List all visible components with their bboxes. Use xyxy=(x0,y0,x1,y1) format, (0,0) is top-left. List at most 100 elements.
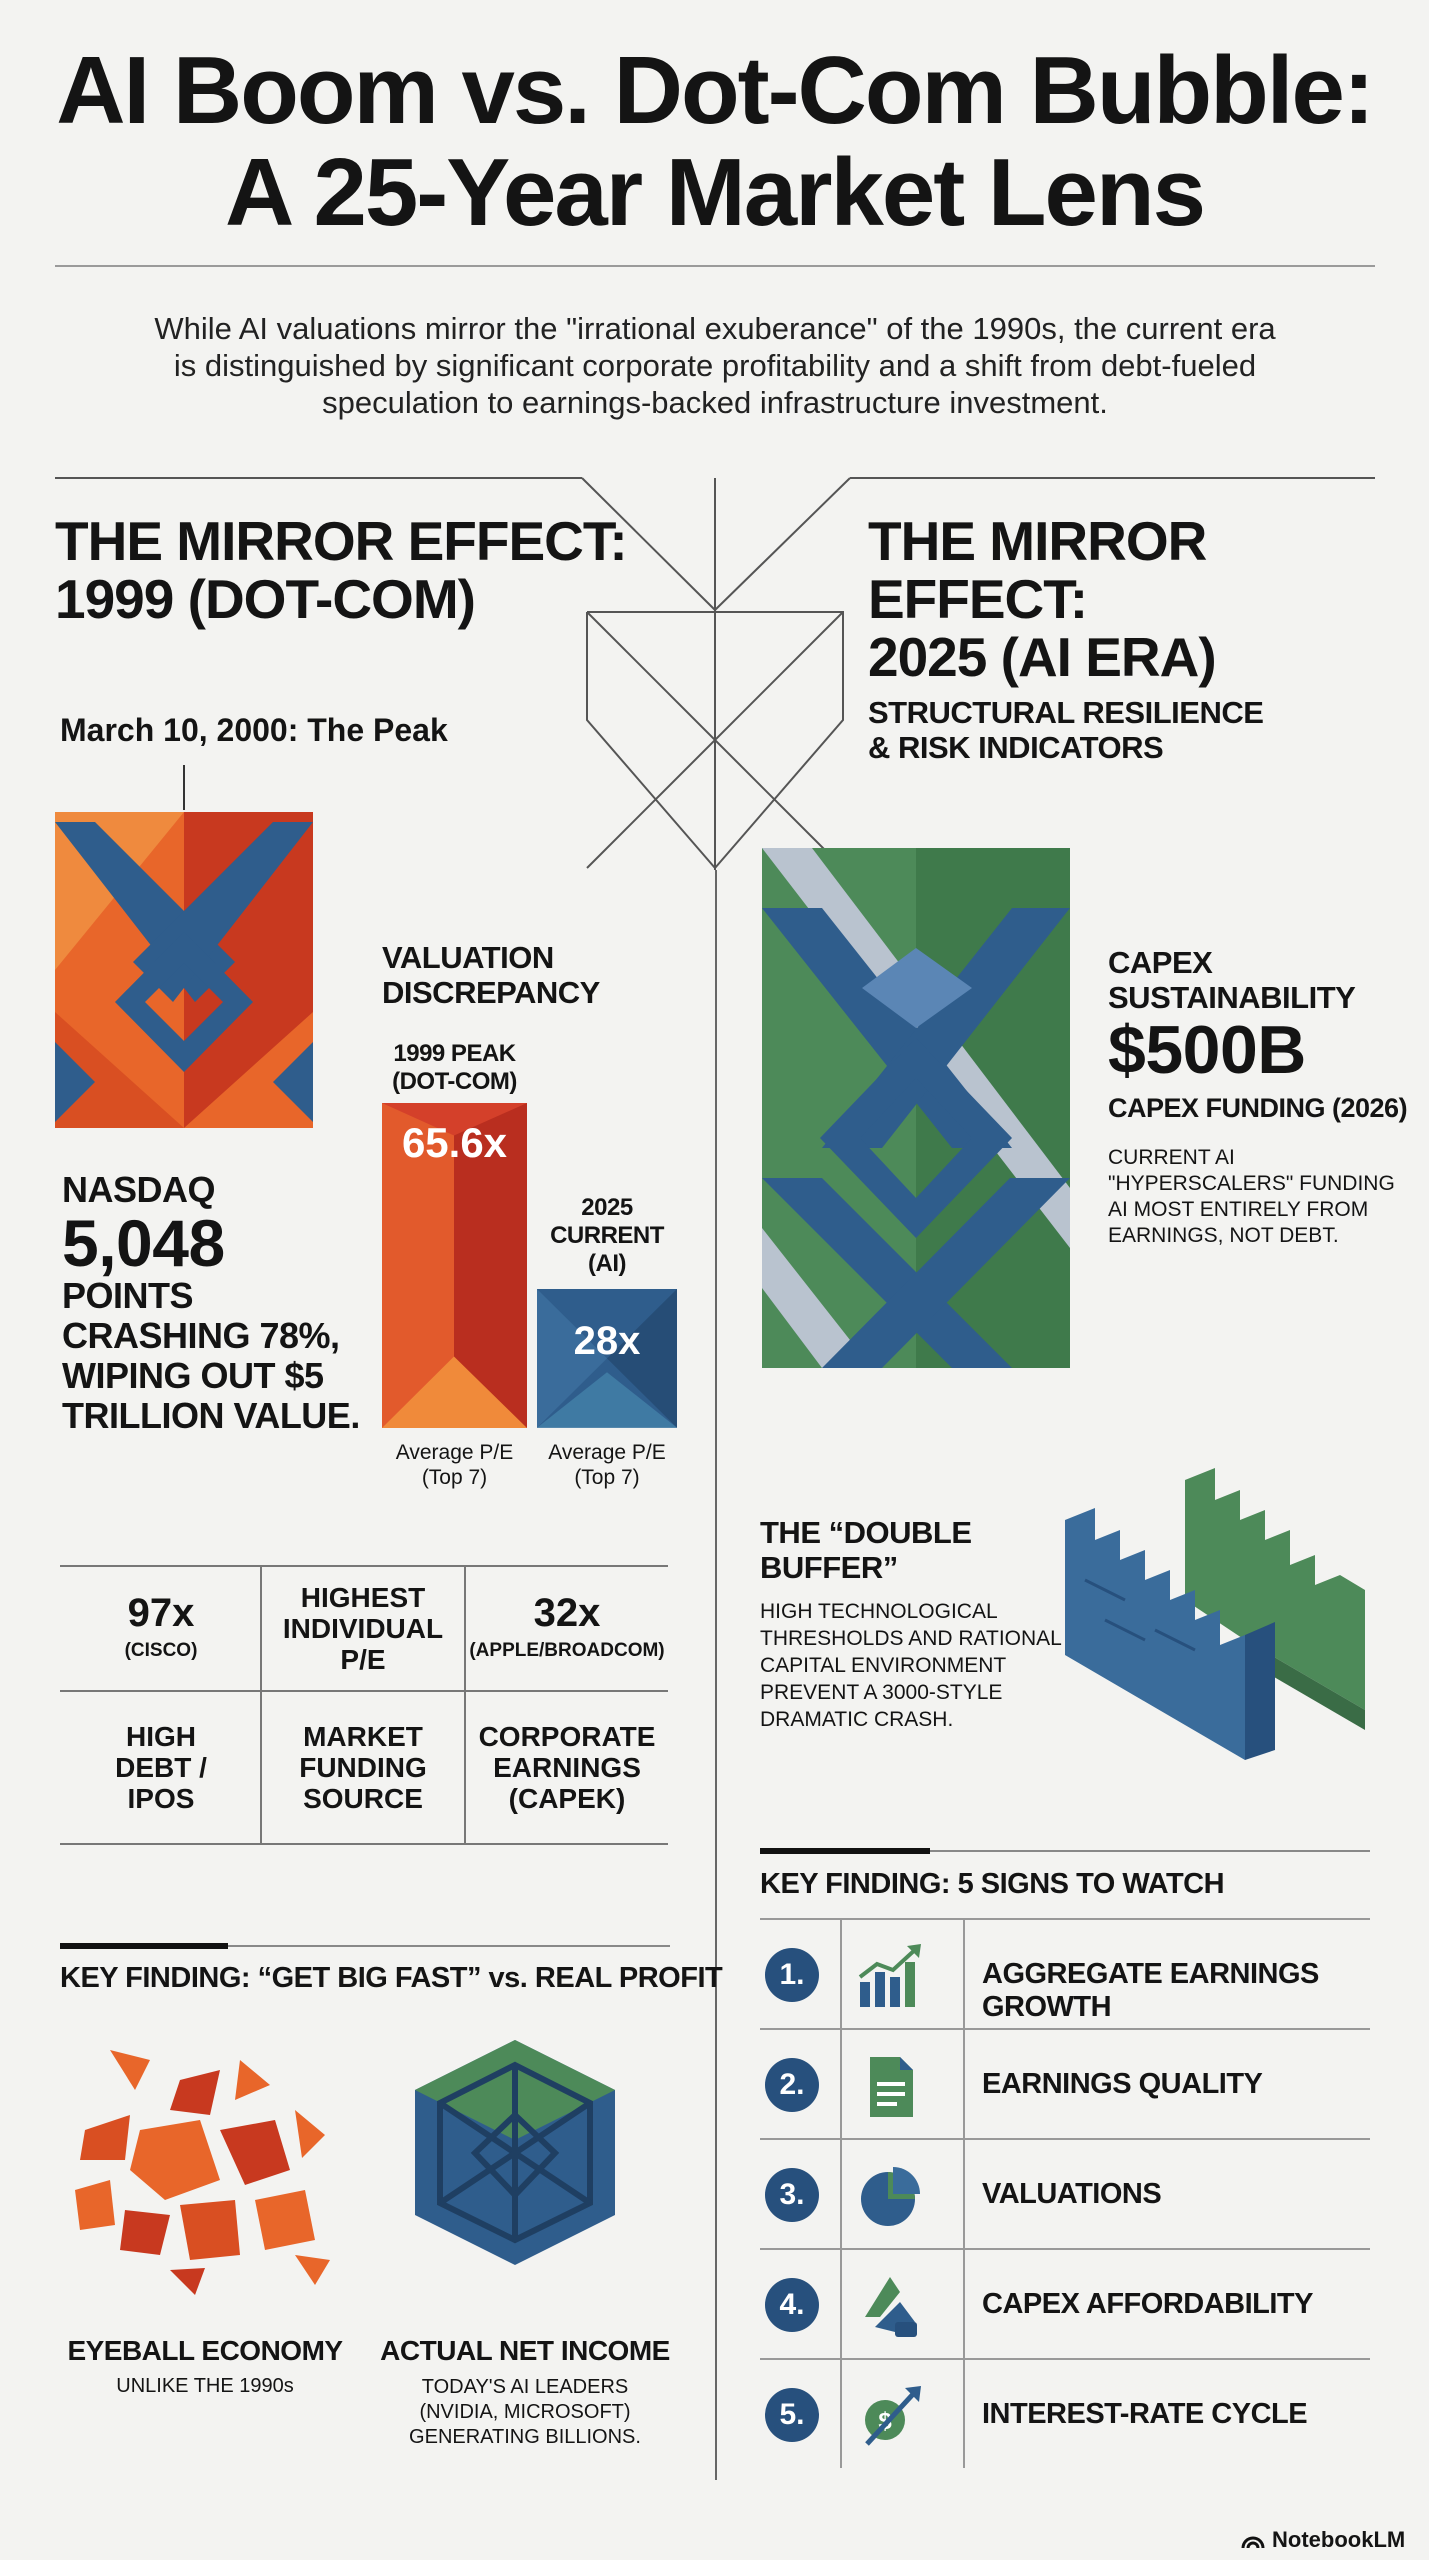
grid-r2c3-l1: CORPORATE xyxy=(478,1721,656,1752)
bar2-caption: Average P/E (Top 7) xyxy=(527,1440,687,1490)
net-income-sub: TODAY'S AI LEADERS (NVIDIA, MICROSOFT) G… xyxy=(380,2375,670,2450)
right-heading-line2: 2025 (AI ERA) xyxy=(868,626,1217,688)
capex-title: CAPEX SUSTAINABILITY xyxy=(1108,945,1356,1015)
sign-row-2: 2. EARNINGS QUALITY xyxy=(760,2030,1370,2140)
nasdaq-line3: WIPING OUT $5 xyxy=(62,1355,324,1396)
right-heading-line1: THE MIRROR EFFECT: xyxy=(868,510,1207,630)
buffer-desc-4: PREVENT A 3000-STYLE xyxy=(760,1681,1003,1704)
grid-cell-corporate-earnings: CORPORATE EARNINGS (CAPEK) xyxy=(466,1692,668,1843)
bar2-value: 28x xyxy=(573,1319,641,1364)
sign-row-4: 4. CAPEX AFFORDABILITY xyxy=(760,2250,1370,2360)
grid-r1c2-l3: P/E xyxy=(340,1644,386,1675)
brand-name: NotebookLM xyxy=(1272,2527,1406,2552)
notebooklm-brand: NotebookLM xyxy=(1240,2527,1405,2553)
left-section-heading: THE MIRROR EFFECT: 1999 (DOT-COM) xyxy=(55,510,628,628)
net-income-title: ACTUAL NET INCOME xyxy=(380,2335,670,2366)
grid-r2c2-l2: FUNDING xyxy=(299,1752,427,1783)
bar1-label-line1: 1999 PEAK xyxy=(393,1040,516,1067)
bar1-label-line2: (DOT-COM) xyxy=(392,1068,517,1095)
sign-number: 2. xyxy=(765,2058,819,2112)
grid-cell-funding-source: MARKET FUNDING SOURCE xyxy=(262,1692,464,1843)
valuation-title-line1: VALUATION xyxy=(382,940,554,975)
net-income-sub-2: (NVIDIA, MICROSOFT) xyxy=(419,2401,631,2423)
nasdaq-block: NASDAQ 5,048 POINTS CRASHING 78%, WIPING… xyxy=(62,1170,360,1436)
sign-row-3: 3. VALUATIONS xyxy=(760,2140,1370,2250)
bar1-caption-line2: (Top 7) xyxy=(421,1466,488,1489)
title-line-2: A 25-Year Market Lens xyxy=(225,139,1206,246)
buffer-title-2: BUFFER” xyxy=(760,1550,898,1585)
bar2-label-line2: CURRENT xyxy=(550,1222,664,1250)
sign-number: 1. xyxy=(765,1948,819,2002)
bar1-label: 1999 PEAK (DOT-COM) xyxy=(382,1040,527,1096)
bar1-value: 65.6x xyxy=(401,1119,508,1166)
sign-col-divider xyxy=(963,2140,965,2248)
document-icon xyxy=(870,2057,913,2117)
grid-r2c2-l3: SOURCE xyxy=(303,1783,423,1814)
pie-chart-icon xyxy=(861,2167,920,2226)
grid-r1c2-l1: HIGHEST xyxy=(300,1582,426,1613)
structural-line1: STRUCTURAL RESILIENCE xyxy=(868,695,1264,730)
grid-r2c3-l3: (CAPEK) xyxy=(508,1783,626,1814)
grid-r2c2-l1: MARKET xyxy=(303,1721,423,1752)
sign-label: CAPEX AFFORDABILITY xyxy=(982,2288,1313,2320)
title-line-1: AI Boom vs. Dot-Com Bubble: xyxy=(56,37,1375,144)
buffer-desc-2: THRESHOLDS AND RATIONAL xyxy=(760,1627,1062,1650)
grid-cell-highest-pe: HIGHEST INDIVIDUAL P/E xyxy=(262,1567,464,1690)
fortress-walls-icon xyxy=(1065,1468,1365,1760)
sign-row-1: 1. AGGREGATE EARNINGS GROWTH xyxy=(760,1920,1370,2030)
ai-era-geometric-art xyxy=(762,848,1070,1368)
apple-broadcom-pe: 32x xyxy=(533,1591,601,1635)
left-finding-rule xyxy=(60,1945,670,1947)
bar2-caption-line2: (Top 7) xyxy=(574,1466,640,1489)
growth-chart-icon xyxy=(858,1944,921,2007)
left-heading-line1: THE MIRROR EFFECT: xyxy=(55,510,628,572)
nasdaq-value: 5,048 xyxy=(62,1206,225,1280)
dollar-arrow-icon: $ xyxy=(865,2386,921,2446)
sign-col-divider xyxy=(840,2360,842,2468)
sign-col-divider xyxy=(963,2030,965,2138)
sign-number: 5. xyxy=(765,2388,819,2442)
capex-desc-3: AI MOST ENTIRELY FROM xyxy=(1108,1198,1369,1221)
sign-number: 3. xyxy=(765,2168,819,2222)
bar2-label: 2025 CURRENT (AI) xyxy=(537,1194,677,1278)
grid-cell-cisco: 97x (CISCO) xyxy=(60,1567,262,1690)
sign-label: VALUATIONS xyxy=(982,2178,1162,2210)
sign-col-divider xyxy=(840,2250,842,2358)
shattered-shards-icon xyxy=(75,2050,330,2295)
buffer-desc-1: HIGH TECHNOLOGICAL xyxy=(760,1600,998,1623)
grid-divider-v2 xyxy=(464,1567,466,1843)
notebooklm-logo-icon xyxy=(1241,2536,1265,2549)
sign-col-divider xyxy=(963,1920,965,2028)
center-vertical-line xyxy=(715,870,717,2480)
nasdaq-line1: POINTS xyxy=(62,1275,194,1316)
sign-col-divider xyxy=(963,2360,965,2468)
grid-r2c1-l2: DEBT / xyxy=(115,1752,207,1783)
sign-row-5: 5. $ INTEREST-RATE CYCLE xyxy=(760,2360,1370,2470)
bar2-label-line3: (AI) xyxy=(588,1250,626,1278)
bar2-label-line1: 2025 xyxy=(581,1194,633,1222)
page-title: AI Boom vs. Dot-Com Bubble: A 25-Year Ma… xyxy=(0,40,1429,244)
peak-marker-line xyxy=(183,765,185,810)
capex-desc-4: EARNINGS, NOT DEBT. xyxy=(1108,1224,1339,1247)
sign-label: INTEREST-RATE CYCLE xyxy=(982,2398,1308,2430)
net-income-sub-3: GENERATING BILLIONS. xyxy=(409,2426,641,2448)
valuation-title-line2: DISCREPANCY xyxy=(382,975,600,1010)
grid-r1c2-l2: INDIVIDUAL xyxy=(282,1613,444,1644)
capex-value: $500B xyxy=(1108,1012,1306,1088)
valuation-title: VALUATION DISCREPANCY xyxy=(382,940,600,1010)
peak-label: March 10, 2000: The Peak xyxy=(60,712,448,748)
signs-title: KEY FINDING: 5 SIGNS TO WATCH xyxy=(760,1868,1225,1900)
apple-broadcom-label: (APPLE/BROADCOM) xyxy=(469,1640,665,1661)
sign-label: AGGREGATE EARNINGS GROWTH xyxy=(982,1958,1319,2023)
grid-r2c3-l2: EARNINGS xyxy=(493,1752,641,1783)
buffer-desc-5: DRAMATIC CRASH. xyxy=(760,1708,954,1731)
grid-r2c1-l1: HIGH xyxy=(126,1721,196,1752)
capex-desc: CURRENT AI "HYPERSCALERS" FUNDING AI MOS… xyxy=(1108,1145,1395,1249)
title-divider xyxy=(55,265,1375,267)
cisco-pe: 97x xyxy=(127,1591,195,1635)
eyeball-sub: UNLIKE THE 1990s xyxy=(116,2375,294,2397)
bar2-caption-line1: Average P/E xyxy=(548,1441,666,1464)
sign-col-divider xyxy=(840,2030,842,2138)
sign-col-divider xyxy=(840,1920,842,2028)
structural-resilience: STRUCTURAL RESILIENCE & RISK INDICATORS xyxy=(868,695,1264,765)
